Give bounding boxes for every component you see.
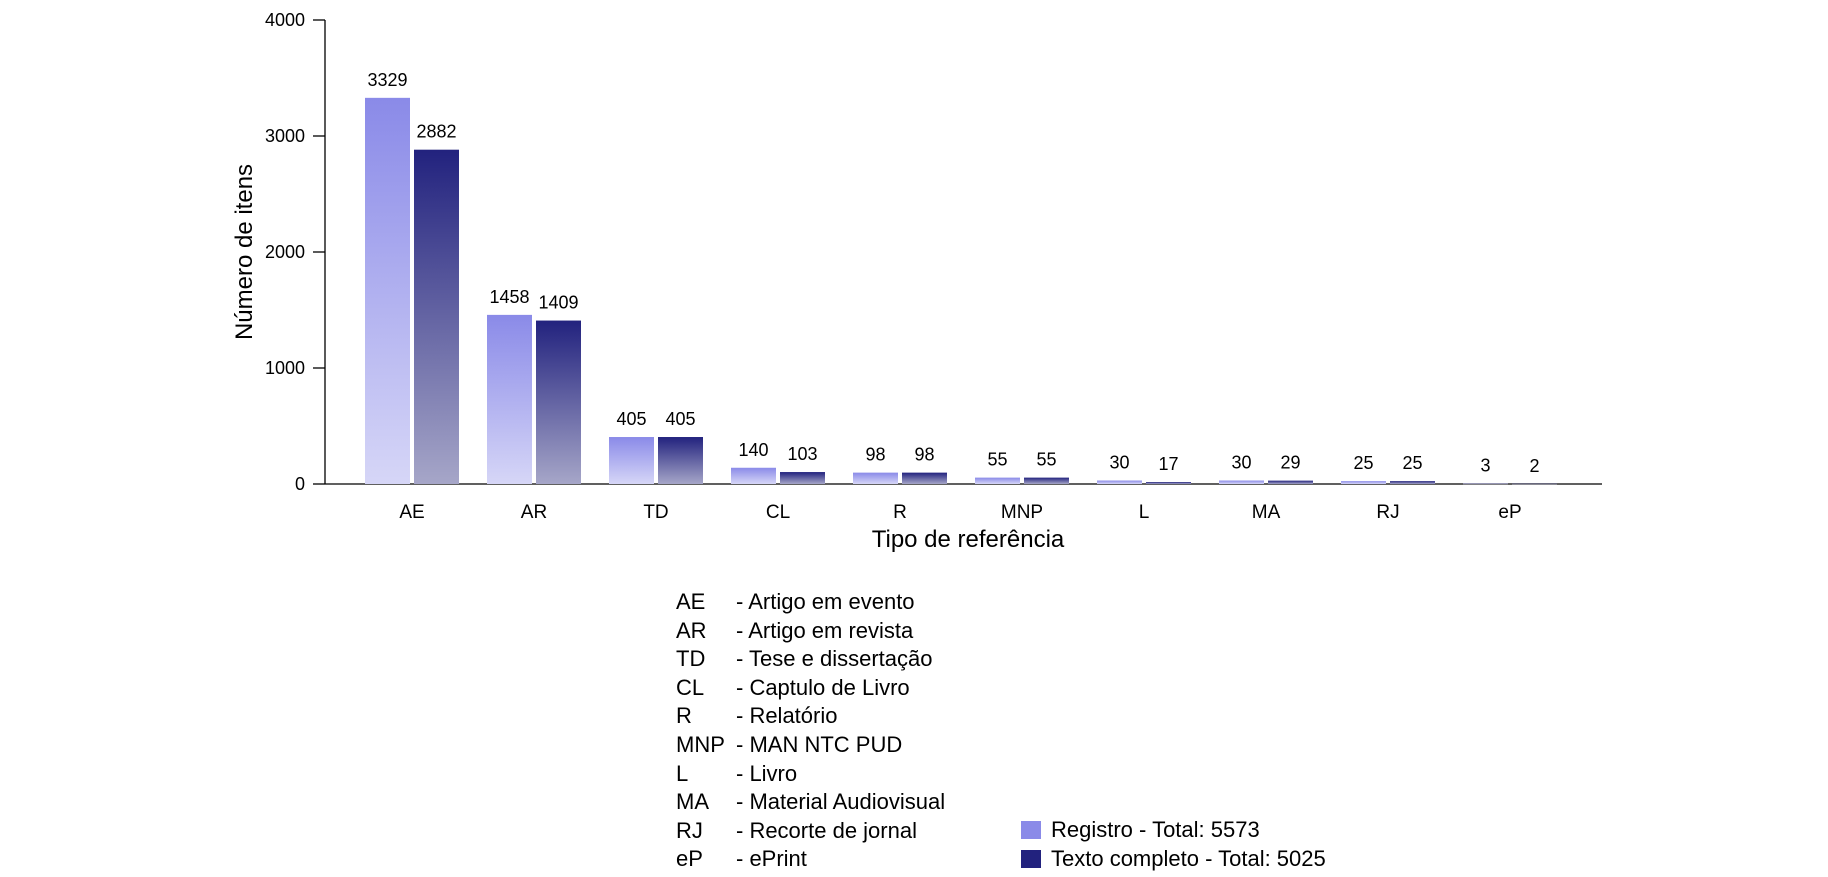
data-label: 30 xyxy=(1231,453,1251,473)
abbreviation-list: AE - Artigo em evento AR - Artigo em revist… xyxy=(676,588,945,874)
y-axis-label: Número de itens xyxy=(231,164,258,340)
chart-labels: 3329 2882 AE 1458 1409 AR 405 405 TD 140 103 CL 98 98… xyxy=(367,70,1539,523)
bar-eP-registro xyxy=(1463,483,1508,485)
x-tick-label: L xyxy=(1139,502,1150,523)
x-tick-label: R xyxy=(893,502,907,523)
bar-CL-registro xyxy=(731,467,776,484)
x-tick-label: RJ xyxy=(1376,502,1399,523)
data-label: 405 xyxy=(665,409,695,429)
data-label: 1409 xyxy=(538,293,578,313)
legend-swatch xyxy=(1021,821,1041,840)
y-tick-label: 1000 xyxy=(265,358,305,378)
data-label: 405 xyxy=(616,409,646,429)
bar-TD-texto-completo xyxy=(658,437,703,484)
abbreviation-code: CL xyxy=(676,674,705,700)
legend-label: Registro - Total: 5573 xyxy=(1051,817,1260,842)
bar-CL-texto-completo xyxy=(780,472,825,484)
data-label: 55 xyxy=(987,450,1007,470)
bar-AE-registro xyxy=(365,97,410,484)
abbreviation-code: AR xyxy=(676,617,707,643)
bar-L-texto-completo xyxy=(1146,482,1191,484)
bar-TD-registro xyxy=(609,437,654,484)
abbreviation-row: eP - ePrint xyxy=(676,845,945,874)
bar-AE-texto-completo xyxy=(414,149,459,485)
data-label: 29 xyxy=(1280,453,1300,473)
data-label: 30 xyxy=(1109,453,1129,473)
abbreviation-description: - ePrint xyxy=(736,846,807,872)
data-label: 1458 xyxy=(489,287,529,307)
x-tick-label: CL xyxy=(766,502,790,523)
bar-R-texto-completo xyxy=(902,472,947,484)
abbreviation-code: R xyxy=(676,703,692,729)
abbreviation-code: TD xyxy=(676,646,706,672)
abbreviation-description: - Captulo de Livro xyxy=(736,674,910,700)
bar-R-registro xyxy=(853,472,898,484)
data-label: 2882 xyxy=(416,122,456,142)
data-label: 98 xyxy=(914,445,934,465)
abbreviation-description: - Artigo em evento xyxy=(736,589,915,614)
data-label: 98 xyxy=(865,445,885,465)
x-axis-label: Tipo de referência xyxy=(872,526,1065,553)
data-label: 3 xyxy=(1480,456,1490,476)
chart-bars xyxy=(365,97,1557,485)
bar-RJ-registro xyxy=(1341,481,1386,484)
data-label: 2 xyxy=(1529,456,1539,476)
bar-RJ-texto-completo xyxy=(1390,481,1435,484)
bar-AR-texto-completo xyxy=(536,320,581,484)
x-tick-label: AE xyxy=(399,502,424,523)
bar-AR-registro xyxy=(487,314,532,484)
abbreviation-row: MNP - MAN NTC PUD xyxy=(676,731,945,760)
abbreviation-description: - Recorte de jornal xyxy=(736,817,917,843)
data-label: 17 xyxy=(1158,454,1178,474)
legend-entry: Registro - Total: 5573 xyxy=(1021,816,1326,845)
abbreviation-description: - Artigo em revista xyxy=(736,617,914,643)
abbreviation-code: AE xyxy=(676,589,706,614)
abbreviation-row: MA - Material Audiovisual xyxy=(676,788,945,817)
data-label: 103 xyxy=(787,444,817,464)
abbreviation-description: - MAN NTC PUD xyxy=(736,731,903,757)
abbreviation-code: RJ xyxy=(676,817,703,843)
x-tick-label: MNP xyxy=(1001,502,1043,523)
abbreviation-description: - Livro xyxy=(736,760,798,786)
legend-entry: Texto completo - Total: 5025 xyxy=(1021,845,1326,874)
legend-label: Texto completo - Total: 5025 xyxy=(1051,845,1326,871)
abbreviation-row: R - Relatório xyxy=(676,702,945,731)
abbreviation-row: L - Livro xyxy=(676,760,945,789)
abbreviation-row: AR - Artigo em revista xyxy=(676,617,945,646)
x-tick-label: eP xyxy=(1498,502,1521,523)
x-tick-label: AR xyxy=(521,502,547,523)
bar-MNP-registro xyxy=(975,477,1020,484)
data-label: 3329 xyxy=(367,70,407,90)
bar-L-registro xyxy=(1097,480,1142,484)
bar-MA-texto-completo xyxy=(1268,480,1313,484)
abbreviation-code: L xyxy=(676,760,689,786)
abbreviation-row: AE - Artigo em evento xyxy=(676,588,945,617)
abbreviation-code: MA xyxy=(676,789,709,815)
y-tick-label: 0 xyxy=(295,474,305,494)
y-tick-label: 4000 xyxy=(265,10,305,30)
bar-MA-registro xyxy=(1219,480,1264,484)
abbreviation-description: - Tese e dissertação xyxy=(736,646,933,672)
legend-swatch xyxy=(1021,849,1041,868)
abbreviation-row: TD - Tese e dissertação xyxy=(676,645,945,674)
abbreviation-code: MNP xyxy=(676,731,725,757)
abbreviation-row: RJ - Recorte de jornal xyxy=(676,817,945,846)
data-label: 55 xyxy=(1036,450,1056,470)
abbreviation-code: eP xyxy=(676,846,703,872)
chart-legend: Registro - Total: 5573 Texto completo - T… xyxy=(1021,816,1326,873)
bar-MNP-texto-completo xyxy=(1024,477,1069,484)
data-label: 25 xyxy=(1353,453,1373,473)
y-tick-label: 2000 xyxy=(265,242,305,262)
abbreviation-description: - Material Audiovisual xyxy=(736,789,946,815)
bar-eP-texto-completo xyxy=(1512,483,1557,485)
chart-axes: 0 1000 2000 3000 4000 xyxy=(265,10,1602,494)
data-label: 25 xyxy=(1402,453,1422,473)
x-tick-label: TD xyxy=(643,502,668,523)
x-tick-label: MA xyxy=(1252,502,1281,523)
abbreviation-description: - Relatório xyxy=(736,703,838,729)
data-label: 140 xyxy=(738,440,768,460)
y-tick-label: 3000 xyxy=(265,126,305,146)
abbreviation-row: CL - Captulo de Livro xyxy=(676,674,945,703)
